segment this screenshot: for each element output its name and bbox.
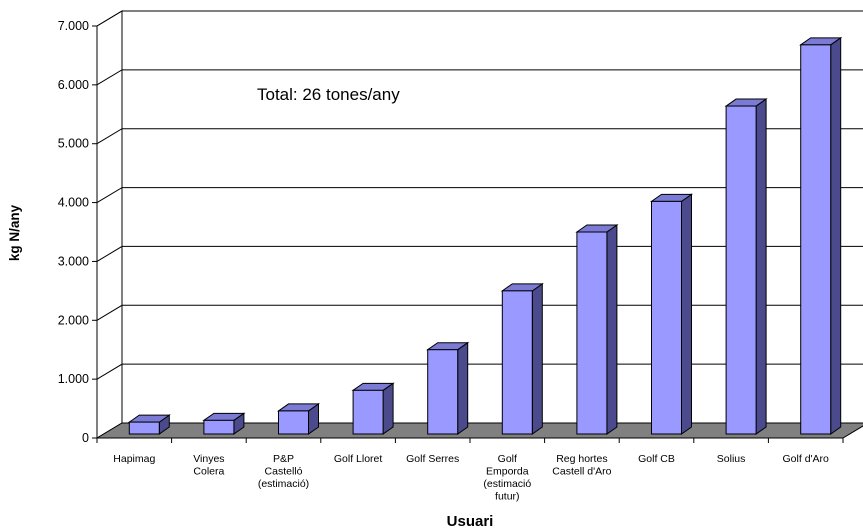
y-tick-label: 6.000 — [58, 78, 89, 92]
bar — [351, 382, 395, 435]
bar-front — [651, 200, 682, 435]
bar-side — [606, 224, 618, 435]
y-axis: 0 1.000 2.000 3.000 4.000 5.000 6.000 7.000 — [58, 19, 98, 445]
bar-side — [755, 98, 767, 435]
bar-front — [128, 421, 160, 435]
y-tick-label: 1.000 — [58, 372, 89, 386]
bar-front — [501, 290, 533, 435]
x-tick-label: Golf Emporda (estimació futur) — [483, 453, 531, 503]
gridline — [96, 304, 863, 321]
bar — [202, 412, 246, 435]
bar-front — [725, 105, 757, 435]
y-tick-label: 5.000 — [58, 137, 89, 151]
bar-front — [427, 349, 459, 435]
gridline — [96, 69, 863, 86]
side-wall — [96, 10, 123, 439]
gridline — [96, 187, 863, 203]
x-axis-title: Usuari — [447, 513, 494, 530]
x-tick-label: Reg hortes Castell d'Aro — [552, 453, 611, 478]
bar-front — [576, 231, 608, 435]
x-tick-label: Solius — [717, 453, 746, 465]
bar — [649, 193, 694, 435]
gridline — [96, 245, 863, 262]
bar-front — [203, 419, 235, 435]
x-tick-label: P&P Castelló (estimació) — [258, 453, 309, 490]
bar-side — [531, 282, 543, 435]
bar — [426, 341, 470, 435]
x-tick-label: Golf CB — [638, 453, 675, 465]
bar — [575, 224, 619, 435]
x-tick-label: Golf d'Aro — [783, 453, 830, 465]
y-tick-label: 2.000 — [58, 313, 89, 327]
total-annotation: Total: 26 tones/any — [257, 85, 400, 104]
x-tick-label: Vinyes Colera — [193, 453, 224, 478]
gridline — [96, 128, 863, 145]
x-axis: Hapimag Vinyes Colera P&P Castelló (estimació… — [96, 437, 844, 503]
x-tick-label: Golf Lloret — [334, 453, 383, 465]
bar-front — [800, 44, 832, 435]
bar-side — [681, 193, 692, 435]
bar — [724, 98, 768, 435]
gridlines — [96, 10, 863, 380]
bars — [127, 36, 843, 435]
bar — [276, 402, 321, 435]
bar — [127, 414, 171, 435]
y-tick-label: 7.000 — [58, 19, 89, 33]
y-tick-label: 0 — [82, 431, 89, 445]
y-tick-label: 3.000 — [58, 254, 89, 268]
bar-side — [382, 382, 394, 435]
x-tick-label: Golf Serres — [406, 453, 459, 465]
bar-side — [457, 341, 469, 435]
bar-front — [352, 389, 384, 435]
x-tick-label: Hapimag — [113, 453, 155, 465]
bar — [799, 36, 843, 435]
bar-front — [278, 410, 309, 435]
bar — [500, 282, 544, 435]
gridline — [96, 363, 863, 380]
y-axis-title: kg N/any — [7, 204, 22, 261]
bar-side — [830, 36, 842, 435]
gridline — [96, 10, 863, 27]
y-tick-label: 4.000 — [58, 196, 89, 210]
